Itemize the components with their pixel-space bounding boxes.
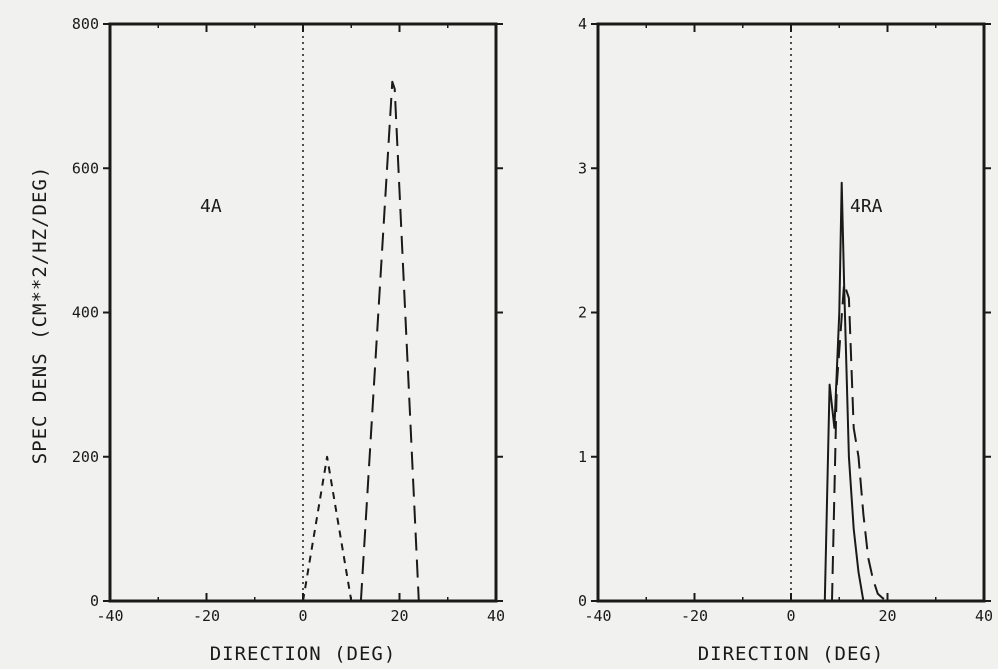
x-tick-label: -20 [193,607,220,625]
x-tick-label: 0 [298,607,307,625]
series-group [302,80,420,602]
x-tick-label: 20 [390,607,408,625]
y-axis-title: SPEC DENS (CM**2/HZ/DEG) [29,166,51,465]
x-tick-label: 0 [786,607,795,625]
panel-4ra: -40 -20 0 20 40 0 1 2 3 4 4RA DIRECTION (DEG) [578,15,993,665]
x-tick-label: -40 [584,607,611,625]
y-tick-label: 200 [72,448,99,466]
y-tick-label: 0 [578,592,587,610]
x-tick-labels: -40 -20 0 20 40 [96,607,505,625]
series-line-1 [823,181,865,602]
x-axis-title: DIRECTION (DEG) [210,643,397,665]
panel-label: 4A [200,196,222,217]
y-tick-label: 3 [578,159,587,177]
x-tick-label: -40 [96,607,123,625]
y-tick-label: 800 [72,15,99,33]
y-tick-label: 1 [578,448,587,466]
panel-4a: -40 -20 0 20 40 0 200 400 600 800 4A DIRECTION (… [72,15,505,665]
series-line-1 [302,455,353,602]
x-tick-label: 40 [975,607,993,625]
x-tick-label: -20 [681,607,708,625]
x-tick-label: 20 [878,607,896,625]
x-tick-labels: -40 -20 0 20 40 [584,607,993,625]
x-axis-title: DIRECTION (DEG) [698,643,885,665]
panel-label: 4RA [850,196,883,217]
y-tick-label: 600 [72,159,99,177]
y-tick-labels: 0 1 2 3 4 [578,15,587,610]
series-group [823,181,889,602]
x-tick-label: 40 [487,607,505,625]
y-tick-label: 4 [578,15,587,33]
series-line-2 [831,282,889,602]
y-tick-label: 0 [90,592,99,610]
y-tick-label: 400 [72,304,99,322]
series-line-2 [359,80,420,602]
y-tick-label: 2 [578,304,587,322]
y-tick-labels: 0 200 400 600 800 [72,15,99,610]
